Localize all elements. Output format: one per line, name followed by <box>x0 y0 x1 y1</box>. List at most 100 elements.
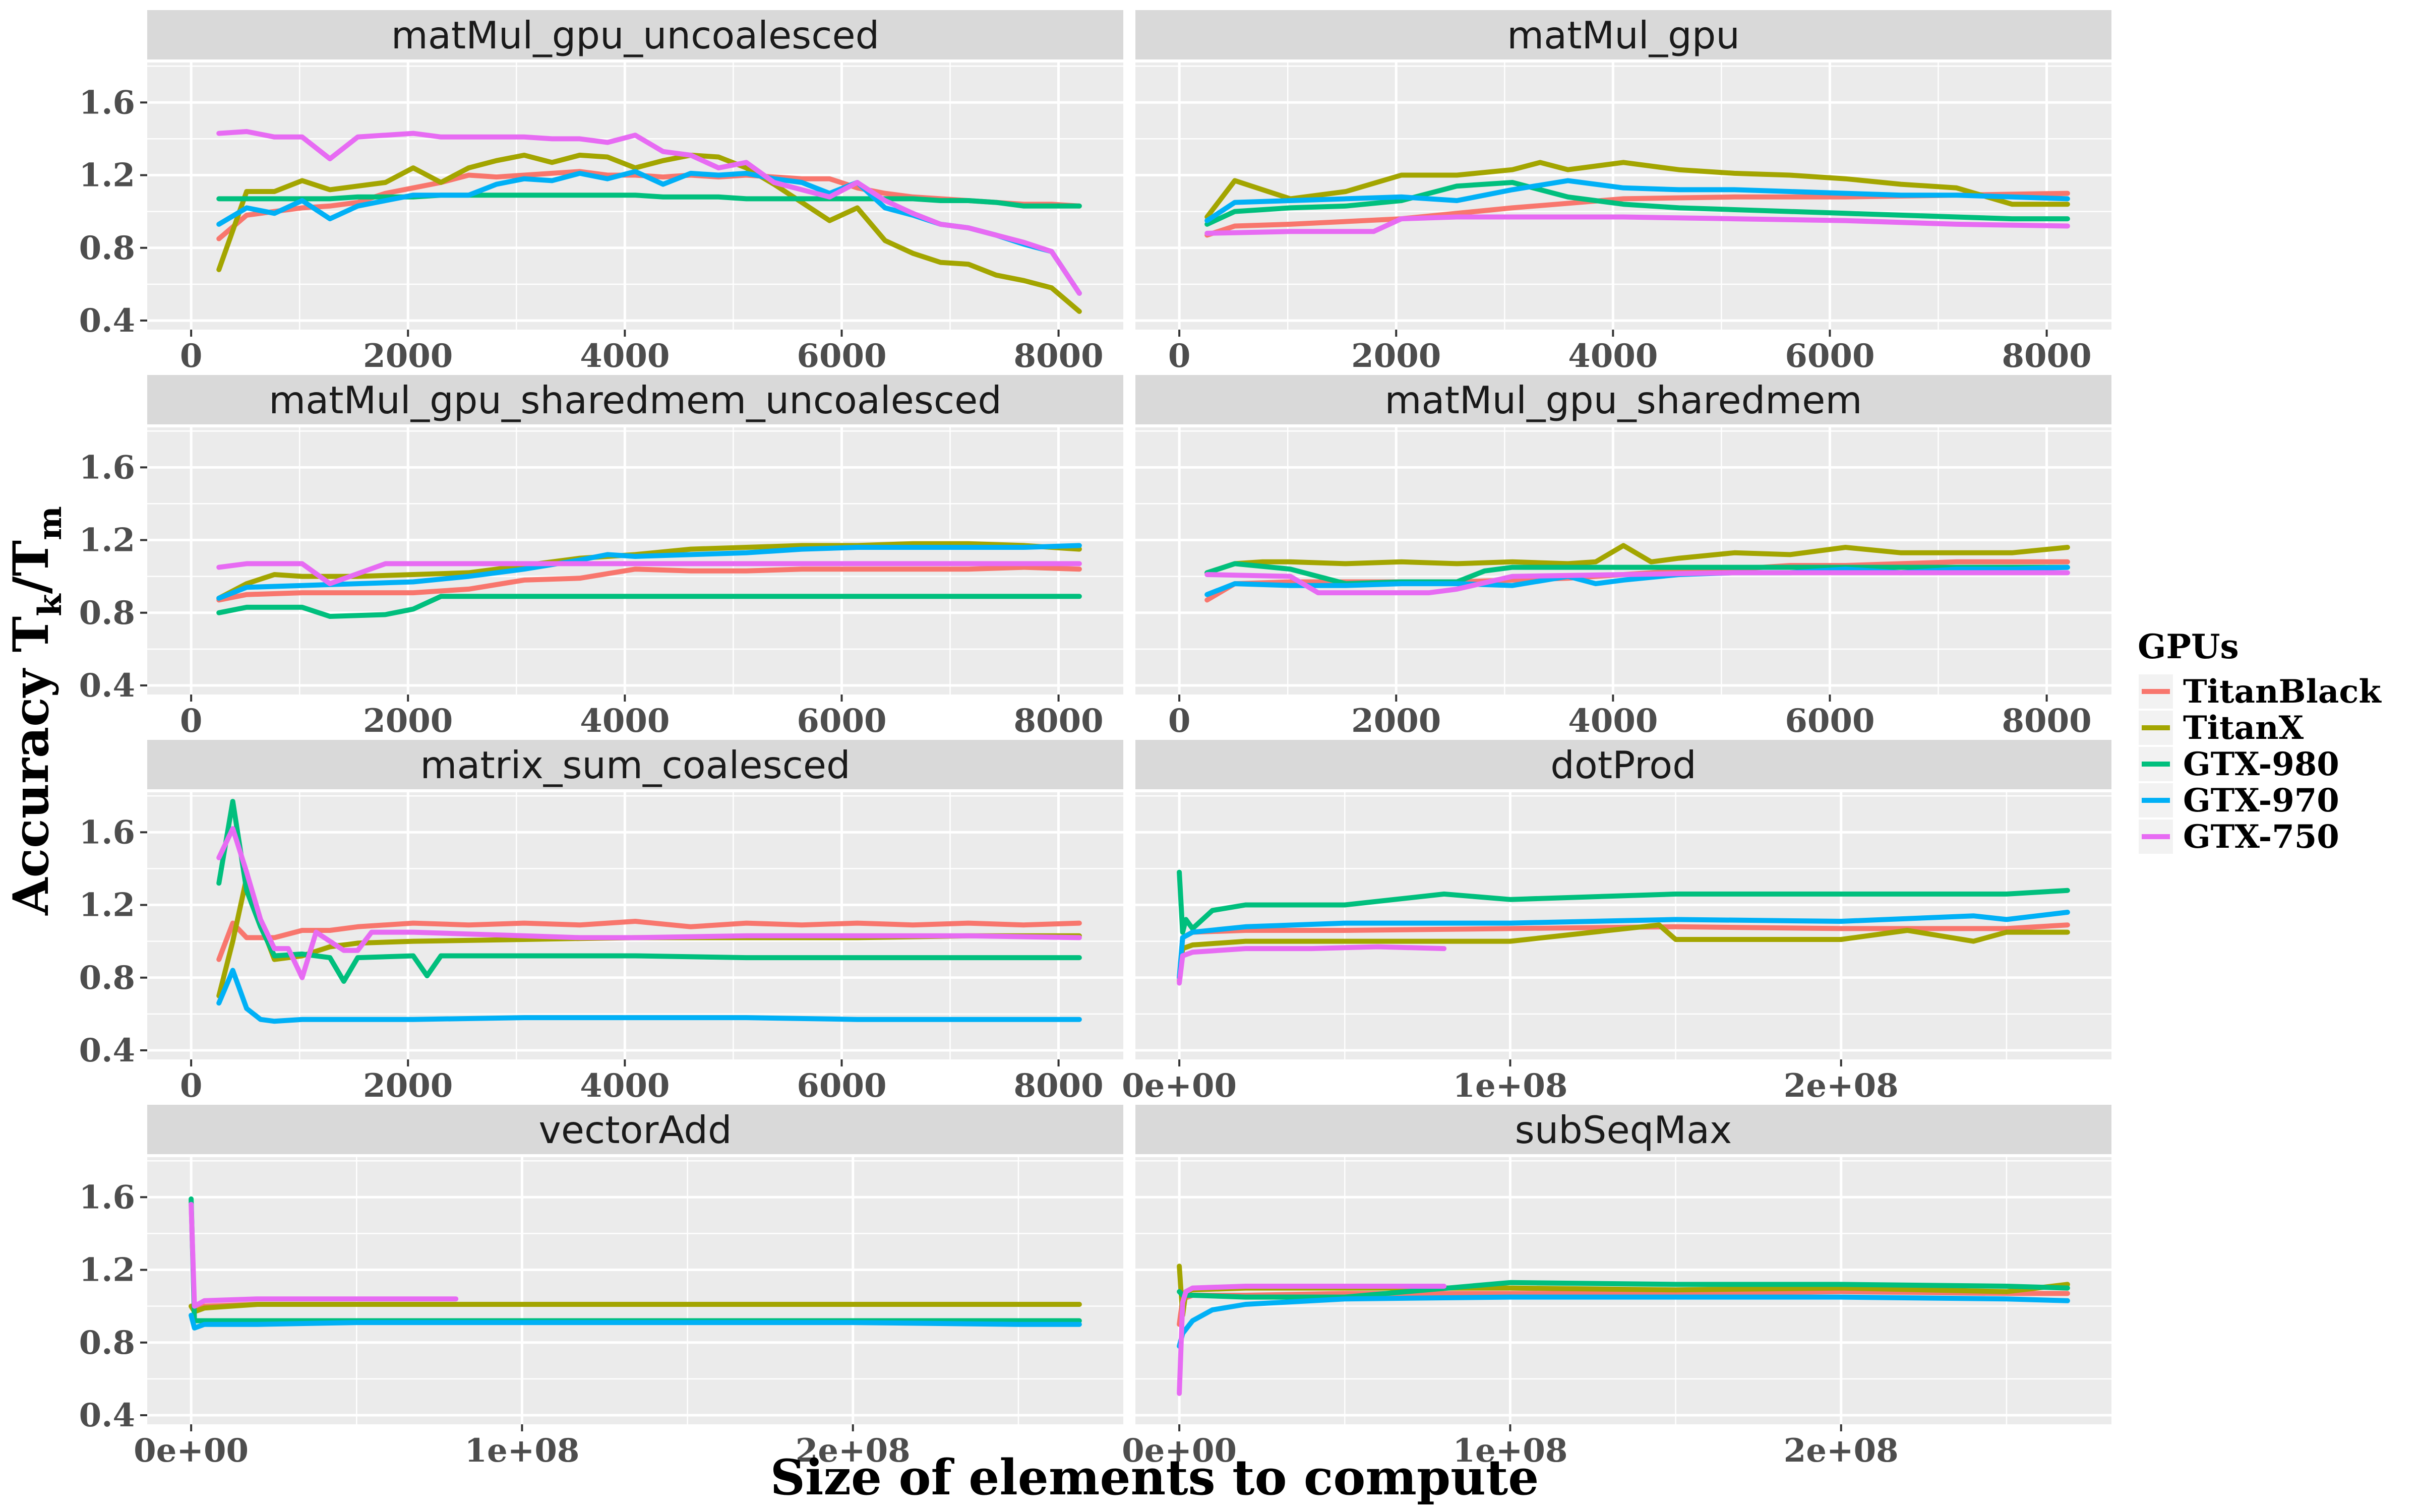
series-line-GTX-980 <box>216 193 1082 209</box>
panel-strip <box>1135 740 2111 789</box>
series-line-GTX-970 <box>216 543 1082 601</box>
facet-panels: matMul_gpu_uncoalesced 0.4 0.8 1.2 1.6 0 2000 4… <box>79 10 2111 1470</box>
panel-title: matMul_gpu_sharedmem <box>1384 378 1862 422</box>
y-tick-label: 1.6 <box>79 84 135 121</box>
panel-title: matMul_gpu <box>1507 13 1740 57</box>
panel-strip <box>1135 375 2111 424</box>
legend: GPUs TitanBlackTitanXGTX-980GTX-970GTX-7… <box>2138 627 2382 856</box>
series-lines <box>189 1196 1082 1331</box>
x-tick-label: 6000 <box>1785 702 1874 740</box>
x-tick-label: 0 <box>180 337 203 375</box>
x-tick-label: 2000 <box>363 337 453 375</box>
panel-dotProd: dotProd 0e+00 1e+08 2e+08 <box>1122 740 2111 1105</box>
y-tick-label: 1.2 <box>79 157 135 195</box>
series-line-GTX-750 <box>216 826 1082 980</box>
panel-title: vectorAdd <box>538 1108 732 1152</box>
x-tick-label: 1e+08 <box>1453 1067 1567 1105</box>
x-tick-label: 1e+08 <box>1453 1432 1567 1470</box>
series-line-GTX-970 <box>1204 178 2070 223</box>
panel-title: matMul_gpu_sharedmem_uncoalesced <box>269 378 1002 422</box>
panel-title: subSeqMax <box>1515 1108 1732 1152</box>
series-lines <box>1204 160 2070 238</box>
y-tick-label: 0.4 <box>79 1032 135 1069</box>
legend-label: GTX-970 <box>2183 782 2339 820</box>
x-tick-label: 2000 <box>363 1067 453 1105</box>
panel-strip <box>147 10 1123 59</box>
panel-subSeqMax: subSeqMax 0e+00 1e+08 2e+08 <box>1122 1105 2111 1470</box>
panel-matMul_gpu: matMul_gpu 0 2000 4000 6000 8000 <box>1135 10 2111 375</box>
x-tick-label: 8000 <box>1014 337 1104 375</box>
series-lines <box>1177 1264 2070 1396</box>
series-line-TitanX <box>1204 160 2070 220</box>
x-tick-label: 8000 <box>1014 702 1104 740</box>
series-line-TitanX <box>189 1302 1082 1314</box>
y-tick-label: 1.6 <box>79 1178 135 1216</box>
panel-title: matMul_gpu_uncoalesced <box>391 13 879 57</box>
y-axis-title: Accuracy Tk/Tm <box>3 506 69 916</box>
x-tick-label: 0 <box>180 1067 203 1105</box>
y-tick-label: 1.2 <box>79 887 135 924</box>
x-tick-label: 4000 <box>580 337 670 375</box>
panel-title: dotProd <box>1550 743 1697 787</box>
x-tick-label: 0e+00 <box>1122 1067 1237 1105</box>
legend-title: GPUs <box>2138 627 2239 666</box>
x-tick-label: 4000 <box>1568 337 1658 375</box>
series-line-GTX-980 <box>1204 180 2070 227</box>
x-tick-label: 0 <box>180 702 203 740</box>
x-tick-label: 8000 <box>1014 1067 1104 1105</box>
x-tick-label: 0 <box>1168 702 1191 740</box>
panel-vectorAdd: vectorAdd 0.4 0.8 1.2 1.6 0e+00 1e+08 2e+08 <box>79 1105 1123 1470</box>
y-tick-label: 0.8 <box>79 1324 135 1362</box>
series-line-GTX-750 <box>1204 214 2070 236</box>
panel-strip <box>147 1105 1123 1154</box>
panel-strip <box>147 375 1123 424</box>
series-lines <box>216 799 1082 1024</box>
panel-matrix_sum_coalesced: matrix_sum_coalesced 0.4 0.8 1.2 1.6 0 2000 400… <box>79 740 1123 1105</box>
panel-title: matrix_sum_coalesced <box>420 743 850 787</box>
panel-matMul_gpu_sharedmem: matMul_gpu_sharedmem 0 2000 4000 6000 8000 <box>1135 375 2111 740</box>
x-tick-label: 4000 <box>580 1067 670 1105</box>
panel-background <box>147 427 1123 695</box>
panel-strip <box>1135 10 2111 59</box>
legend-label: GTX-750 <box>2183 818 2339 856</box>
x-tick-label: 8000 <box>2002 702 2092 740</box>
series-line-GTX-980 <box>216 799 1082 984</box>
legend-label: GTX-980 <box>2183 745 2339 783</box>
x-tick-label: 1e+08 <box>464 1432 579 1470</box>
y-tick-label: 1.6 <box>79 813 135 851</box>
y-tick-label: 0.8 <box>79 229 135 267</box>
y-tick-label: 1.2 <box>79 522 135 559</box>
y-tick-label: 1.6 <box>79 449 135 486</box>
y-tick-label: 0.8 <box>79 959 135 997</box>
series-line-GTX-750 <box>1177 944 1447 986</box>
series-line-GTX-970 <box>1177 1294 2070 1349</box>
legend-label: TitanBlack <box>2183 673 2382 711</box>
x-tick-label: 4000 <box>580 702 670 740</box>
series-line-GTX-750 <box>1177 1284 1447 1396</box>
panel-matMul_gpu_sharedmem_uncoalesced: matMul_gpu_sharedmem_uncoalesced 0.4 0.8 1.… <box>79 375 1123 740</box>
x-tick-label: 0e+00 <box>1122 1432 1237 1470</box>
series-line-GTX-750 <box>189 1202 459 1309</box>
series-line-TitanBlack <box>216 919 1082 962</box>
legend-label: TitanX <box>2183 709 2304 747</box>
y-tick-label: 0.4 <box>79 302 135 340</box>
panel-strip <box>147 740 1123 789</box>
x-tick-label: 8000 <box>2002 337 2092 375</box>
x-tick-label: 2000 <box>363 702 453 740</box>
x-tick-label: 4000 <box>1568 702 1658 740</box>
x-tick-label: 6000 <box>797 702 886 740</box>
y-tick-label: 0.4 <box>79 667 135 705</box>
series-lines <box>1204 543 2070 603</box>
series-line-GTX-970 <box>216 968 1082 1024</box>
series-line-GTX-970 <box>1177 910 2070 980</box>
series-line-GTX-980 <box>216 594 1082 619</box>
x-tick-label: 6000 <box>1785 337 1874 375</box>
series-line-GTX-750 <box>216 561 1082 587</box>
x-tick-label: 2000 <box>1351 337 1441 375</box>
series-line-TitanBlack <box>216 564 1082 603</box>
x-tick-label: 2000 <box>1351 702 1441 740</box>
x-tick-label: 2e+08 <box>1784 1067 1899 1105</box>
y-tick-label: 0.4 <box>79 1397 135 1434</box>
